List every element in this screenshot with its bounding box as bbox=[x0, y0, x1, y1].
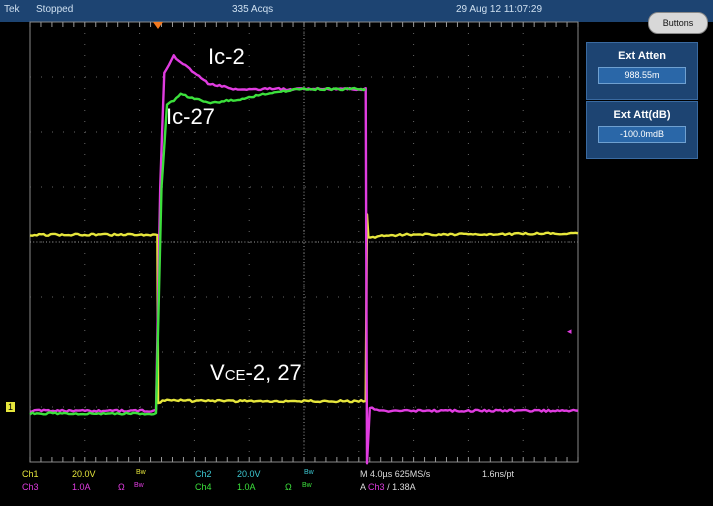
waveform-display bbox=[0, 0, 713, 506]
trigger-prefix: A bbox=[360, 482, 366, 492]
vce-suffix: -2, 27 bbox=[246, 360, 302, 385]
ch4-label[interactable]: Ch4 bbox=[195, 482, 212, 492]
annotation-ic27: Ic-27 bbox=[166, 104, 215, 130]
timebase[interactable]: M 4.0µs 625MS/s bbox=[360, 469, 430, 479]
ch2-label[interactable]: Ch2 bbox=[195, 469, 212, 479]
ch3-bw: Bw bbox=[134, 482, 144, 489]
annotation-vce: VCE-2, 27 bbox=[210, 360, 302, 386]
ch4-bw: Bw bbox=[302, 482, 312, 489]
ch2-scale[interactable]: 20.0V bbox=[237, 469, 261, 479]
trigger-slope: / bbox=[387, 482, 390, 492]
trigger-readout[interactable]: A Ch3 / 1.38A bbox=[360, 482, 416, 492]
ch1-label[interactable]: Ch1 bbox=[22, 469, 39, 479]
ch3-scale[interactable]: 1.0A bbox=[72, 482, 91, 492]
record-resolution: 1.6ns/pt bbox=[482, 469, 514, 479]
ch3-ohm: Ω bbox=[118, 482, 125, 492]
trigger-source: Ch3 bbox=[368, 482, 385, 492]
ch3-label[interactable]: Ch3 bbox=[22, 482, 39, 492]
ch2-bw: Bw bbox=[304, 469, 314, 476]
ch4-scale[interactable]: 1.0A bbox=[237, 482, 256, 492]
ch4-ohm: Ω bbox=[285, 482, 292, 492]
vce-prefix: V bbox=[210, 360, 225, 385]
ch3-offset-marker-icon: ◂ bbox=[567, 326, 572, 337]
trace-ch4 bbox=[30, 88, 366, 415]
ch1-ground-marker[interactable]: 1 bbox=[6, 402, 15, 412]
vce-subscript: CE bbox=[225, 367, 246, 384]
ch1-bw: Bw bbox=[136, 469, 146, 476]
trigger-level: 1.38A bbox=[392, 482, 416, 492]
ch1-scale[interactable]: 20.0V bbox=[72, 469, 96, 479]
annotation-ic2: Ic-2 bbox=[208, 44, 245, 70]
